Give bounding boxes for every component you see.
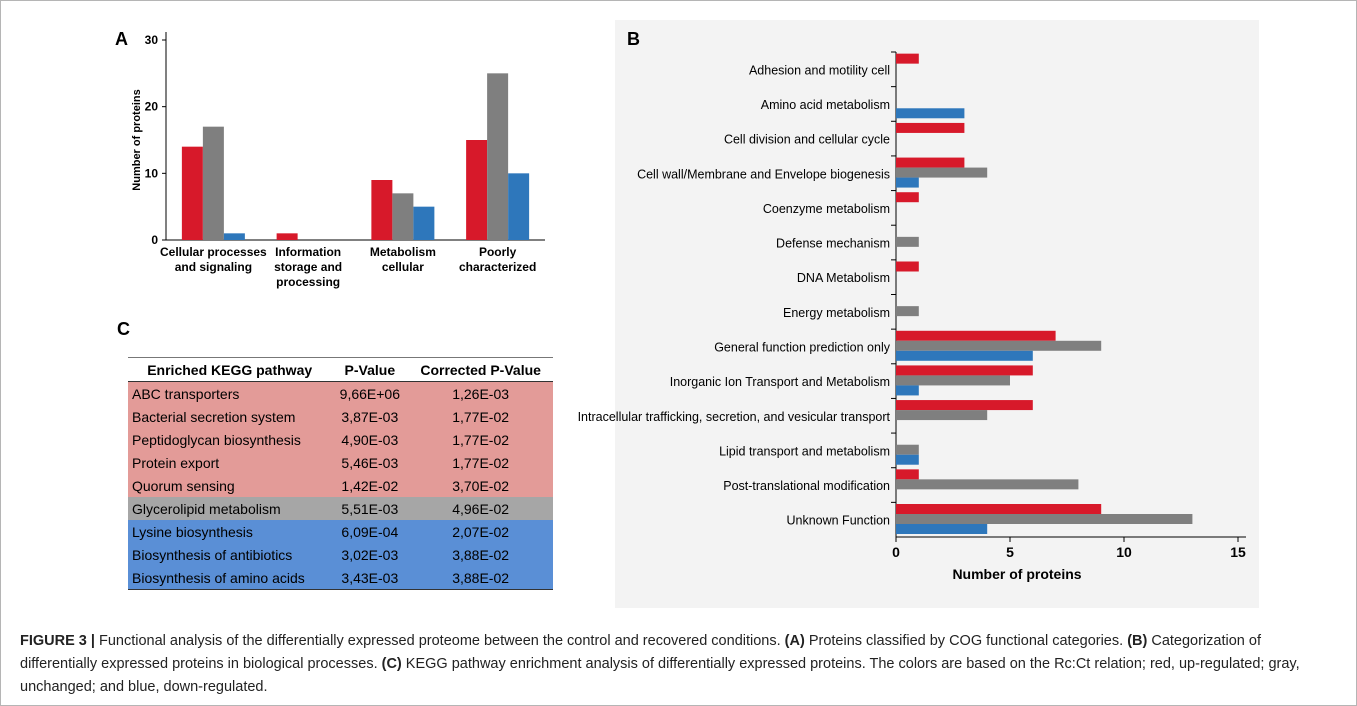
kegg-row: Protein export 5,46E-03 1,77E-02: [128, 451, 553, 474]
kegg-pathway-cell: Protein export: [132, 454, 220, 471]
kegg-row: Biosynthesis of antibiotics 3,02E-03 3,88E…: [128, 543, 553, 566]
kegg-corrected-cell: 2,07E-02: [452, 523, 510, 540]
kegg-pathway-cell: Bacterial secretion system: [132, 408, 296, 425]
kegg-row: Biosynthesis of amino acids 3,43E-03 3,88E…: [128, 566, 553, 590]
kegg-corrected-cell: 1,77E-02: [452, 454, 510, 471]
kegg-row: Glycerolipid metabolism 5,51E-03 4,96E-02: [128, 497, 553, 520]
kegg-corrected-cell: 1,26E-03: [452, 385, 510, 402]
kegg-corrected-cell: 3,88E-02: [408, 566, 553, 590]
kegg-pvalue-cell: 9,66E+06: [339, 385, 400, 402]
kegg-header-corrected: Corrected P-Value: [408, 357, 553, 382]
figure-caption: FIGURE 3 | Functional analysis of the di…: [20, 630, 1340, 699]
caption-a-text: Proteins classified by COG functional ca…: [804, 633, 1128, 649]
caption-c-tag: (C): [381, 656, 402, 672]
caption-label: FIGURE 3 |: [20, 633, 95, 649]
kegg-pvalue-cell: 3,02E-03: [341, 546, 399, 563]
kegg-row: Bacterial secretion system 3,87E-03 1,77E-…: [128, 405, 553, 428]
kegg-pathway-cell: Biosynthesis of amino acids: [128, 566, 332, 590]
caption-intro: Functional analysis of the differentiall…: [94, 633, 785, 649]
kegg-row: Lysine biosynthesis 6,09E-04 2,07E-02: [128, 520, 553, 543]
kegg-pathway-cell: Glycerolipid metabolism: [132, 500, 281, 517]
kegg-row: Quorum sensing 1,42E-02 3,70E-02: [128, 474, 553, 497]
kegg-corrected-cell: 3,88E-02: [452, 546, 510, 563]
kegg-pvalue-cell: 4,90E-03: [341, 431, 399, 448]
kegg-pvalue-cell: 3,43E-03: [331, 566, 409, 590]
kegg-row: ABC transporters 9,66E+06 1,26E-03: [128, 381, 553, 405]
kegg-pvalue-cell: 6,09E-04: [341, 523, 399, 540]
panel-a-label: A: [115, 29, 128, 49]
kegg-pvalue-cell: 3,87E-03: [341, 408, 399, 425]
kegg-header-row: Enriched KEGG pathway P-Value Corrected …: [128, 357, 553, 382]
caption-b-text: Categorization of differentially express…: [20, 633, 1261, 672]
kegg-row: Peptidoglycan biosynthesis 4,90E-03 1,77E-…: [128, 428, 553, 451]
kegg-header-pvalue: P-Value: [331, 357, 409, 382]
kegg-pvalue-cell: 1,42E-02: [341, 477, 399, 494]
kegg-pathway-cell: Quorum sensing: [132, 477, 235, 494]
panel-c-label: C: [117, 319, 130, 339]
caption-a-tag: (A): [784, 633, 805, 649]
kegg-corrected-cell: 1,77E-02: [452, 431, 510, 448]
kegg-pvalue-cell: 5,51E-03: [341, 500, 399, 517]
kegg-table: Enriched KEGG pathway P-Value Corrected …: [128, 357, 553, 590]
kegg-corrected-cell: 4,96E-02: [452, 500, 510, 517]
kegg-pathway-cell: Peptidoglycan biosynthesis: [132, 431, 301, 448]
kegg-corrected-cell: 3,70E-02: [452, 477, 510, 494]
caption-c-text: KEGG pathway enrichment analysis of diff…: [20, 656, 1300, 695]
panel-b-label: B: [627, 29, 640, 49]
kegg-pathway-cell: Biosynthesis of antibiotics: [132, 546, 293, 563]
kegg-pathway-cell: Lysine biosynthesis: [132, 523, 253, 540]
kegg-pathway-cell: ABC transporters: [132, 385, 240, 402]
caption-b-tag: (B): [1127, 633, 1148, 649]
kegg-header-pathway: Enriched KEGG pathway: [128, 357, 332, 382]
kegg-corrected-cell: 1,77E-02: [452, 408, 510, 425]
kegg-pvalue-cell: 5,46E-03: [341, 454, 399, 471]
panel-b-background: [615, 20, 1259, 608]
